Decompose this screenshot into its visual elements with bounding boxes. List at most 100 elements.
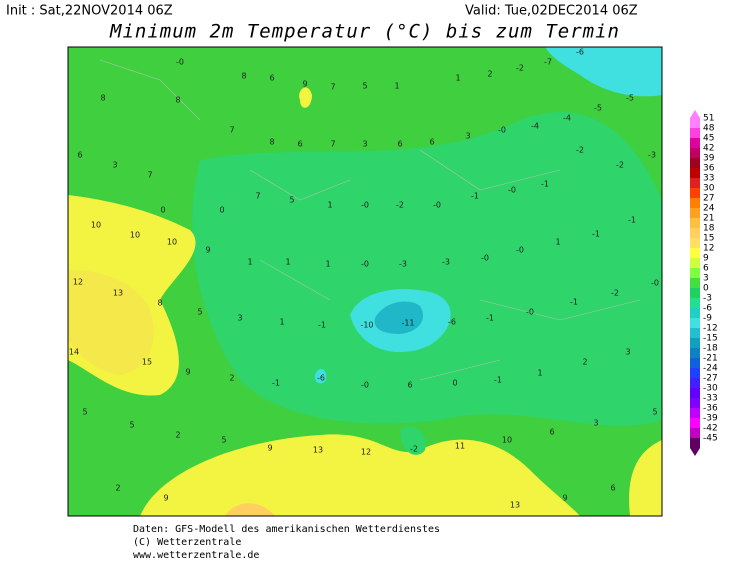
colorbar-label: -12 — [703, 324, 718, 334]
map-value: 6 — [297, 140, 302, 149]
map-value: 3 — [465, 132, 470, 141]
map-value: 10 — [167, 238, 177, 247]
map-value: -0 — [361, 381, 369, 390]
map-value: 5 — [652, 408, 657, 417]
map-value: -2 — [396, 201, 404, 210]
colorbar-label: -21 — [703, 354, 718, 364]
map-value: 1 — [279, 318, 284, 327]
colorbar-swatch — [690, 398, 700, 408]
footer-line: (C) Wetterzentrale — [133, 537, 241, 548]
map-value: -0 — [176, 58, 184, 67]
map-value: 5 — [197, 308, 202, 317]
colorbar-swatch — [690, 378, 700, 388]
map-value: -11 — [401, 319, 414, 328]
map-value: 8 — [100, 94, 105, 103]
colorbar-label: -3 — [703, 294, 712, 304]
map-value: 13 — [113, 289, 123, 298]
colorbar-swatch — [690, 418, 700, 428]
colorbar-label: -33 — [703, 394, 718, 404]
map-value: 5 — [289, 196, 294, 205]
colorbar-swatch — [690, 208, 700, 218]
map-value: -1 — [494, 376, 502, 385]
map-value: 5 — [129, 421, 134, 430]
map-value: 0 — [219, 206, 224, 215]
map-value: -5 — [594, 104, 602, 113]
map-value: 0 — [160, 206, 165, 215]
map-value: -3 — [648, 151, 656, 160]
colorbar-label: 48 — [703, 124, 715, 134]
colorbar-swatch — [690, 308, 700, 318]
colorbar-label: -30 — [703, 384, 718, 394]
colorbar-label: 21 — [703, 214, 714, 224]
map-value: 1 — [394, 82, 399, 91]
map-value: 5 — [82, 408, 87, 417]
map-value: -0 — [498, 126, 506, 135]
map-value: -0 — [508, 186, 516, 195]
map-value: -2 — [410, 445, 418, 454]
map-value: -2 — [576, 146, 584, 155]
field — [68, 47, 662, 516]
colorbar-label: 42 — [703, 144, 714, 154]
map-value: 9 — [267, 444, 272, 453]
colorbar-label: 15 — [703, 234, 714, 244]
colorbar-label: -27 — [703, 374, 718, 384]
map-value: 8 — [269, 138, 274, 147]
map-value: -1 — [541, 180, 549, 189]
colorbar-swatch — [690, 218, 700, 228]
colorbar-swatch — [690, 318, 700, 328]
map-value: 6 — [269, 74, 274, 83]
map-value: 6 — [610, 484, 615, 493]
map-value: 12 — [361, 448, 371, 457]
map-value: 1 — [247, 258, 252, 267]
map-value: 13 — [510, 501, 520, 510]
colorbar-swatch — [690, 348, 700, 358]
colorbar-swatch — [690, 288, 700, 298]
colorbar-swatch — [690, 138, 700, 148]
map-value: -6 — [448, 318, 456, 327]
map-value: -0 — [651, 279, 659, 288]
map-value: 13 — [313, 446, 323, 455]
map-value: -10 — [360, 321, 373, 330]
colorbar-swatch — [690, 128, 700, 138]
map-value: 2 — [582, 358, 587, 367]
colorbar-swatch — [690, 368, 700, 378]
colorbar-swatch — [690, 178, 700, 188]
map-value: 8 — [241, 72, 246, 81]
map-value: 6 — [77, 151, 82, 160]
map-value: 2 — [175, 431, 180, 440]
colorbar-swatch — [690, 158, 700, 168]
map-value: -0 — [361, 260, 369, 269]
map-value: 2 — [115, 484, 120, 493]
map-value: -1 — [486, 314, 494, 323]
map-value: 9 — [562, 494, 567, 503]
map-value: -6 — [317, 374, 325, 383]
map-value: -1 — [471, 192, 479, 201]
colorbar-label: -36 — [703, 404, 718, 414]
footer-line: www.wetterzentrale.de — [133, 550, 259, 561]
map-value: -0 — [361, 201, 369, 210]
colorbar-swatch — [690, 258, 700, 268]
map-value: 5 — [362, 82, 367, 91]
map-value: -4 — [563, 114, 571, 123]
colorbar-label: 0 — [703, 284, 709, 294]
colorbar-swatch — [690, 388, 700, 398]
colorbar-label: 6 — [703, 264, 709, 274]
map-value: 1 — [327, 201, 332, 210]
colorbar-swatch — [690, 168, 700, 178]
colorbar-label: 36 — [703, 164, 715, 174]
map-value: 3 — [362, 140, 367, 149]
map-value: -1 — [592, 230, 600, 239]
colorbar-label: 33 — [703, 174, 714, 184]
map-value: 1 — [537, 369, 542, 378]
colorbar-swatch — [690, 268, 700, 278]
map-value: 5 — [221, 436, 226, 445]
map-value: 7 — [330, 140, 335, 149]
map-value: 9 — [163, 494, 168, 503]
map-value: -1 — [570, 298, 578, 307]
colorbar-swatch — [690, 148, 700, 158]
colorbar-swatch — [690, 338, 700, 348]
colorbar-swatch — [690, 188, 700, 198]
footer-line: Daten: GFS-Modell des amerikanischen Wet… — [133, 524, 440, 535]
map-value: 10 — [502, 436, 512, 445]
colorbar-label: -6 — [703, 304, 712, 314]
